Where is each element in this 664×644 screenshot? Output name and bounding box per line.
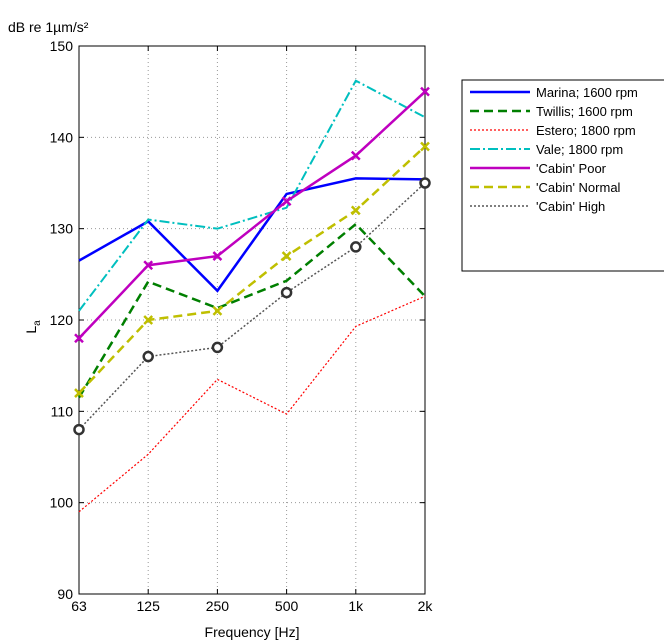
y-tick-label: 110: [51, 403, 74, 419]
y-axis-label: La: [23, 320, 43, 334]
x-tick-label: 1k: [348, 598, 364, 614]
series-3: [78, 79, 426, 312]
series-line: [78, 90, 426, 340]
legend-label: 'Cabin' High: [536, 199, 605, 214]
x-axis-label: Frequency [Hz]: [205, 624, 300, 640]
legend-item: Marina; 1600 rpm: [470, 85, 638, 100]
y-tick-label: 100: [50, 495, 74, 511]
legend-label: Marina; 1600 rpm: [536, 85, 638, 100]
axis-ticks: 63 125 250 500 1k 2k 90 100 110 120 130 140 150: [50, 38, 434, 614]
series-5: [74, 141, 430, 398]
legend-item: 'Cabin' Poor: [470, 161, 607, 176]
series-4: [74, 86, 430, 344]
legend-label: Twillis; 1600 rpm: [536, 104, 633, 119]
data-point-marker: [74, 333, 84, 344]
series-0: [78, 177, 426, 293]
series-line: [78, 177, 426, 293]
legend-label: Vale; 1800 rpm: [536, 142, 623, 157]
data-point-marker: [211, 341, 224, 354]
unit-label: dB re 1µm/s²: [8, 19, 89, 35]
series-1: [77, 222, 426, 399]
series-2: [78, 295, 426, 513]
data-point-marker: [419, 177, 431, 189]
legend-item: Twillis; 1600 rpm: [470, 104, 633, 119]
y-tick-label: 150: [50, 38, 74, 54]
data-point-marker: [74, 388, 84, 398]
y-axis-label-main: L: [23, 326, 39, 334]
x-tick-label: 63: [71, 598, 87, 614]
data-point-marker: [420, 141, 430, 152]
y-tick-label: 120: [50, 312, 74, 328]
series-line: [78, 182, 426, 431]
data-point-marker: [350, 205, 361, 216]
data-point-marker: [143, 260, 154, 271]
series-6: [73, 177, 431, 436]
data-point-marker: [142, 350, 154, 363]
legend-label: 'Cabin' Poor: [536, 161, 607, 176]
legend-label: Estero; 1800 rpm: [536, 123, 636, 138]
series-line: [78, 145, 426, 394]
legend: Marina; 1600 rpm Twillis; 1600 rpm Estero;…: [461, 79, 664, 272]
data-point-marker: [73, 423, 85, 436]
series-line: [77, 222, 426, 399]
series-line: [78, 295, 426, 513]
data-point-marker: [281, 251, 292, 261]
data-point-marker: [350, 241, 362, 253]
grid-lines: [79, 46, 425, 594]
data-point-marker: [350, 150, 361, 161]
legend-item: Estero; 1800 rpm: [470, 123, 636, 138]
x-tick-label: 250: [206, 598, 230, 614]
legend-items: Marina; 1600 rpm Twillis; 1600 rpm Estero;…: [470, 85, 638, 214]
series-layer: [73, 79, 431, 513]
y-tick-label: 140: [50, 129, 74, 145]
x-tick-label: 2k: [418, 598, 434, 614]
x-tick-label: 500: [275, 598, 299, 614]
y-tick-label: 90: [57, 586, 73, 602]
data-point-marker: [281, 196, 292, 207]
legend-label: 'Cabin' Normal: [536, 180, 621, 195]
data-point-marker: [420, 86, 430, 97]
legend-item: 'Cabin' High: [470, 199, 605, 214]
data-point-marker: [212, 251, 223, 261]
data-point-marker: [212, 305, 223, 316]
data-point-marker: [280, 286, 293, 299]
data-point-marker: [143, 315, 154, 325]
series-line: [78, 79, 426, 312]
legend-box: [461, 79, 664, 272]
y-tick-label: 130: [50, 221, 74, 237]
x-tick-label: 125: [137, 598, 161, 614]
legend-item: 'Cabin' Normal: [470, 180, 621, 195]
legend-item: Vale; 1800 rpm: [470, 142, 623, 157]
y-axis-label-sub: a: [32, 320, 43, 326]
